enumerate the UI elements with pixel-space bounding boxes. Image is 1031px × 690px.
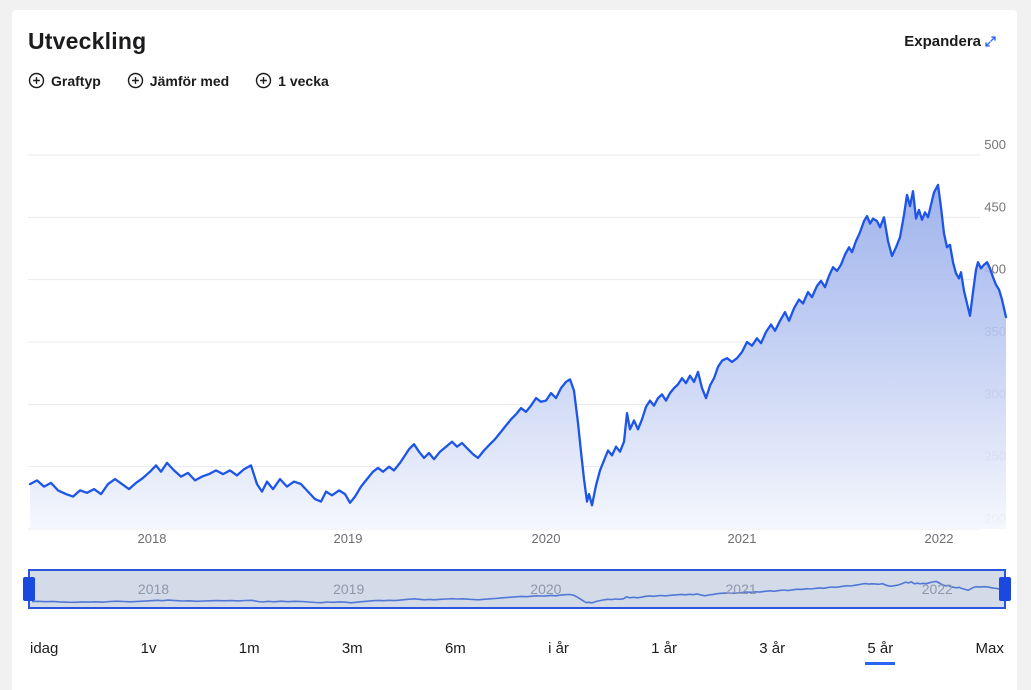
x-axis-labels: 2018 2019 2020 2021 2022 (28, 531, 1006, 547)
y-axis-label: 450 (984, 199, 1006, 214)
page-title: Utveckling (28, 28, 147, 54)
tab-3-år[interactable]: 3 år (757, 632, 787, 665)
x-axis-label: 2022 (924, 531, 954, 546)
y-axis-label: 500 (984, 140, 1006, 152)
tab-1-år[interactable]: 1 år (649, 632, 679, 665)
expand-button[interactable]: Expandera (898, 32, 1003, 51)
x-axis-label: 2018 (137, 531, 167, 546)
x-axis-label: 2021 (727, 531, 757, 546)
control-button-2[interactable]: Jämför med (127, 72, 229, 89)
tab-1v[interactable]: 1v (139, 632, 159, 665)
plus-circle-icon (255, 72, 272, 89)
header: Utveckling Expandera (28, 28, 1001, 74)
tab-max[interactable]: Max (974, 632, 1006, 665)
x-axis-label: 2019 (333, 531, 363, 546)
plus-circle-icon (28, 72, 45, 89)
tab-i-år[interactable]: i år (546, 632, 571, 665)
control-button-3[interactable]: 1 vecka (255, 72, 329, 89)
performance-card: Utveckling Expandera Graftyp Jämför med 1 … (12, 10, 1017, 690)
control-button-1[interactable]: Graftyp (28, 72, 101, 89)
tab-idag[interactable]: idag (28, 632, 60, 665)
control-button-label: Jämför med (149, 72, 230, 89)
navigator-right-handle[interactable] (999, 577, 1011, 601)
expand-button-label: Expandera (904, 33, 981, 50)
plus-circle-icon (127, 72, 144, 89)
time-range-tabs: idag 1v 1m 3m 6m i år 1 år 3 år 5 år Max (28, 632, 1006, 665)
control-button-label: Graftyp (51, 72, 101, 89)
main-chart[interactable]: 200250300350400450500 (28, 137, 1010, 540)
tab-3m[interactable]: 3m (340, 632, 365, 665)
controls-row: Graftyp Jämför med 1 vecka (28, 72, 329, 89)
tab-1m[interactable]: 1m (237, 632, 262, 665)
control-button-label: 1 vecka (278, 72, 329, 89)
tab-6m[interactable]: 6m (443, 632, 468, 665)
expand-diagonal-arrows-icon (984, 35, 997, 48)
range-navigator[interactable]: 2018 2019 2020 2021 2022 (23, 569, 1011, 609)
tab-5-år[interactable]: 5 år (865, 632, 896, 665)
x-axis-label: 2020 (531, 531, 561, 546)
navigator-left-handle[interactable] (23, 577, 35, 601)
